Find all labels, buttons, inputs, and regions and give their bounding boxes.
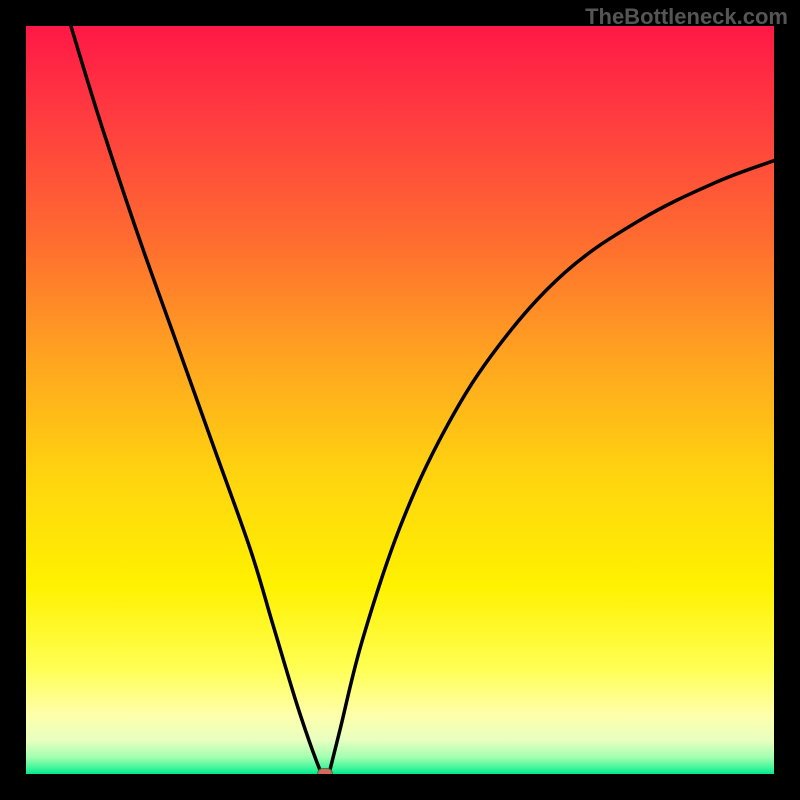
curve-left-branch [71,26,322,774]
optimal-point-marker [317,768,333,774]
curve-right-branch [329,161,774,774]
plot-area [26,26,774,774]
watermark-text: TheBottleneck.com [585,4,788,30]
bottleneck-curve [26,26,774,774]
